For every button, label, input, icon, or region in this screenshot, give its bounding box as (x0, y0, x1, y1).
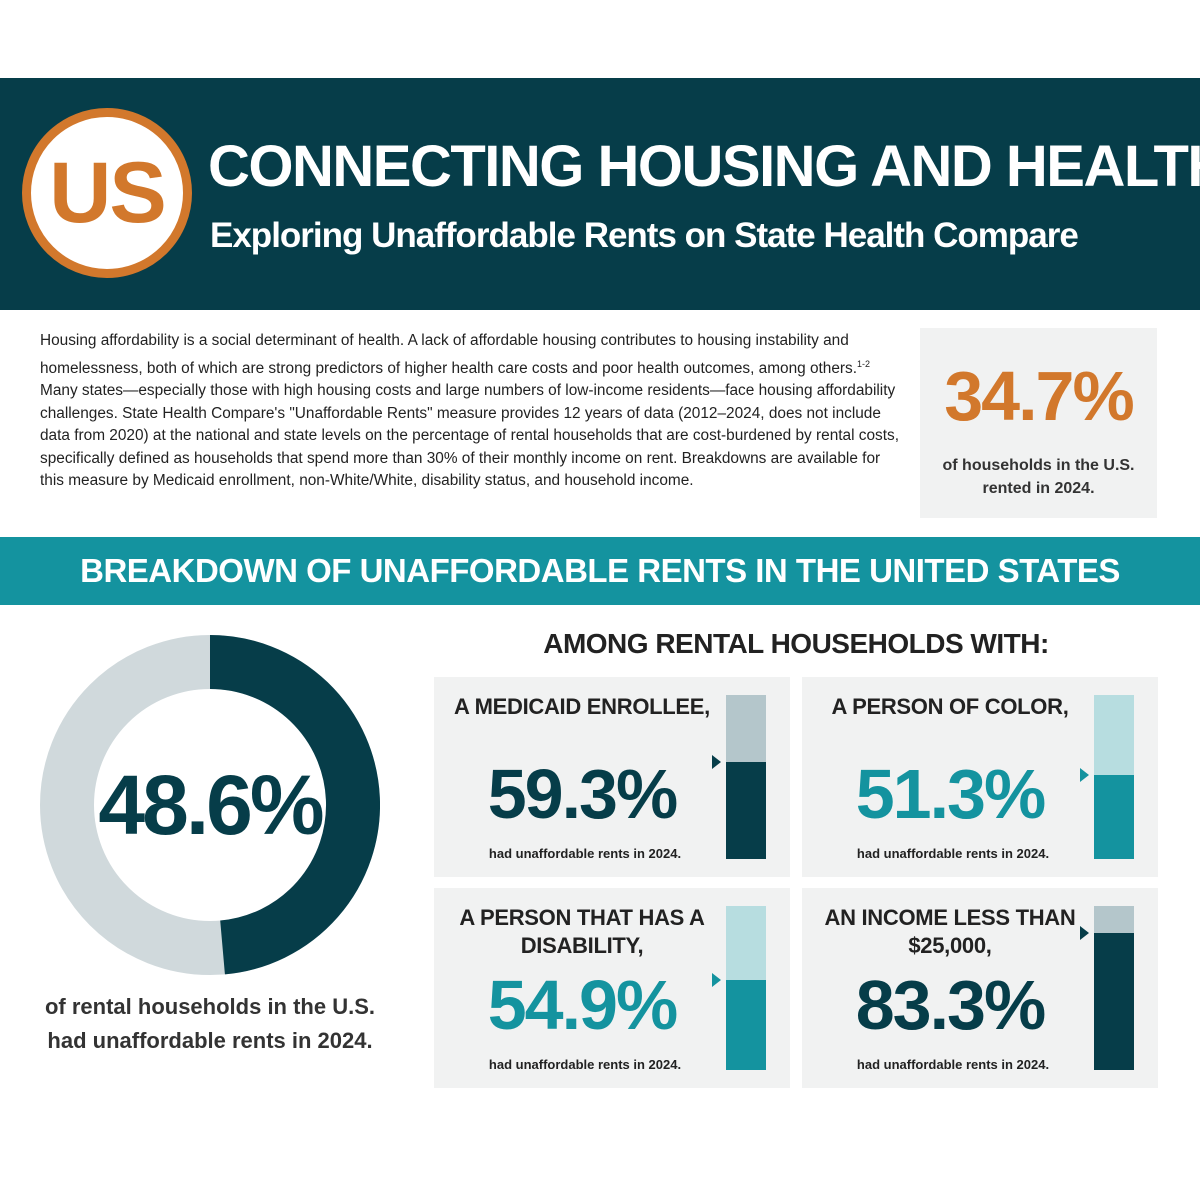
bar-fill (1094, 775, 1134, 859)
bar-fill (726, 762, 766, 859)
intro-paragraph: Housing affordability is a social determ… (40, 330, 900, 493)
intro-footnote: 1-2 (857, 358, 871, 369)
bar-marker-icon (1080, 926, 1089, 940)
donut-value: 48.6% (98, 758, 324, 852)
card-note: had unaffordable rents in 2024. (488, 846, 682, 861)
card-person-of-color: A PERSON OF COLOR, 51.3% had unaffordabl… (802, 677, 1158, 877)
card-bar (1080, 906, 1134, 1070)
card-value: 51.3% (855, 755, 1046, 833)
card-label: A PERSON THAT HAS A DISABILITY, (459, 905, 705, 958)
card-note: had unaffordable rents in 2024. (856, 846, 1050, 861)
card-value: 59.3% (487, 755, 678, 833)
bar-marker-icon (712, 973, 721, 987)
rented-stat-box: 34.7% of households in the U.S. rented i… (920, 328, 1157, 518)
donut-caption: of rental households in the U.S. had una… (44, 994, 376, 1053)
card-label: AN INCOME LESS THAN $25,000, (824, 905, 1076, 958)
card-bar (712, 906, 766, 1070)
donut-svg (40, 635, 380, 975)
page-subtitle: Exploring Unaffordable Rents on State He… (210, 216, 1079, 255)
intro-text-2: Many states—especially those with high h… (40, 382, 900, 490)
rented-stat-value: 34.7% (944, 357, 1134, 435)
card-label: A MEDICAID ENROLLEE, (454, 694, 710, 719)
card-note: had unaffordable rents in 2024. (488, 1057, 682, 1072)
bar-fill (726, 980, 766, 1070)
section-title: BREAKDOWN OF UNAFFORDABLE RENTS IN THE U… (80, 552, 1120, 589)
donut-arc (209, 635, 380, 975)
card-note: had unaffordable rents in 2024. (856, 1057, 1050, 1072)
card-label: A PERSON OF COLOR, (831, 694, 1069, 719)
page-title: CONNECTING HOUSING AND HEALTH (208, 134, 1200, 199)
section-header: BREAKDOWN OF UNAFFORDABLE RENTS IN THE U… (0, 537, 1200, 605)
us-logo-icon: US (22, 108, 192, 278)
bar-marker-icon (712, 755, 721, 769)
among-title: AMONG RENTAL HOUSEHOLDS WITH: (543, 628, 1049, 659)
bar-fill (1094, 933, 1134, 1070)
bar-marker-icon (1080, 768, 1089, 782)
card-bar (1080, 695, 1134, 859)
card-value: 54.9% (487, 966, 678, 1044)
card-bar (712, 695, 766, 859)
donut-chart: 48.6% (40, 635, 380, 975)
header-banner: US CONNECTING HOUSING AND HEALTH Explori… (0, 78, 1200, 310)
card-low-income: AN INCOME LESS THAN $25,000, 83.3% had u… (802, 888, 1158, 1088)
card-medicaid: A MEDICAID ENROLLEE, 59.3% had unafforda… (434, 677, 790, 877)
card-disability: A PERSON THAT HAS A DISABILITY, 54.9% ha… (434, 888, 790, 1088)
intro-text-1: Housing affordability is a social determ… (40, 332, 858, 377)
rented-stat-caption: of households in the U.S. rented in 2024… (942, 457, 1135, 497)
logo-text: US (49, 145, 166, 241)
card-value: 83.3% (855, 966, 1046, 1044)
